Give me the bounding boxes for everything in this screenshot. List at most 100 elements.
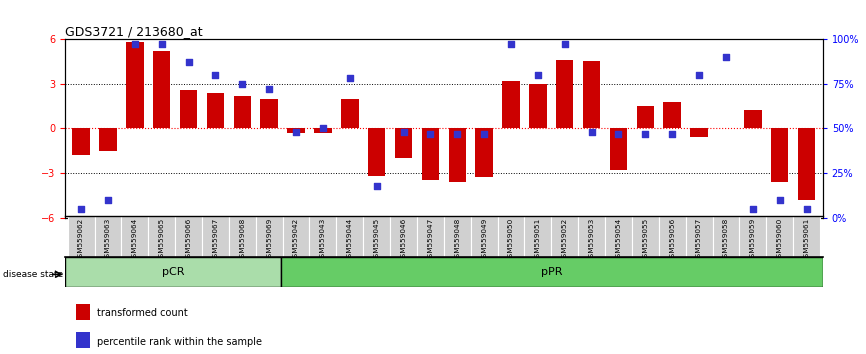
FancyBboxPatch shape xyxy=(578,216,605,257)
Point xyxy=(316,126,330,131)
Bar xyxy=(475,129,493,177)
FancyBboxPatch shape xyxy=(525,216,552,257)
Point xyxy=(799,206,813,212)
Text: GSM559045: GSM559045 xyxy=(373,218,379,262)
Text: GSM559052: GSM559052 xyxy=(562,218,568,262)
FancyBboxPatch shape xyxy=(417,216,443,257)
Bar xyxy=(368,129,385,176)
Point xyxy=(101,197,115,202)
Bar xyxy=(314,129,332,133)
Bar xyxy=(556,60,573,129)
Text: GSM559053: GSM559053 xyxy=(589,218,595,262)
Text: GSM559058: GSM559058 xyxy=(723,218,729,262)
Point xyxy=(209,72,223,78)
Bar xyxy=(663,102,681,129)
Point xyxy=(638,131,652,137)
FancyBboxPatch shape xyxy=(766,216,793,257)
Point xyxy=(665,131,679,137)
FancyBboxPatch shape xyxy=(363,216,390,257)
Text: pCR: pCR xyxy=(162,267,184,277)
Bar xyxy=(180,90,197,129)
Point xyxy=(74,206,88,212)
Text: GSM559063: GSM559063 xyxy=(105,218,111,262)
Bar xyxy=(422,129,439,181)
FancyBboxPatch shape xyxy=(282,216,309,257)
Text: GSM559057: GSM559057 xyxy=(696,218,702,262)
Text: GSM559046: GSM559046 xyxy=(400,218,406,262)
Text: GSM559044: GSM559044 xyxy=(346,218,352,262)
Bar xyxy=(690,129,708,137)
FancyBboxPatch shape xyxy=(686,216,713,257)
Bar xyxy=(610,129,627,170)
Point xyxy=(343,75,357,81)
Point xyxy=(772,197,786,202)
Text: pPR: pPR xyxy=(541,267,563,277)
Bar xyxy=(234,96,251,129)
FancyBboxPatch shape xyxy=(659,216,686,257)
Point xyxy=(531,72,545,78)
Bar xyxy=(153,51,171,129)
Point xyxy=(477,131,491,137)
Bar xyxy=(100,129,117,151)
Point xyxy=(370,183,384,188)
Text: GSM559065: GSM559065 xyxy=(158,218,165,262)
Text: GSM559069: GSM559069 xyxy=(266,218,272,262)
Bar xyxy=(65,257,281,287)
Bar xyxy=(261,98,278,129)
Point xyxy=(423,131,437,137)
Text: GSM559049: GSM559049 xyxy=(481,218,488,262)
Text: GSM559066: GSM559066 xyxy=(185,218,191,262)
Point xyxy=(719,54,733,60)
Text: disease state: disease state xyxy=(3,270,63,279)
Point xyxy=(504,41,518,47)
Point xyxy=(585,129,598,135)
Text: GSM559050: GSM559050 xyxy=(508,218,514,262)
Text: GSM559042: GSM559042 xyxy=(293,218,299,262)
Point xyxy=(182,59,196,65)
Text: GSM559056: GSM559056 xyxy=(669,218,675,262)
Text: GSM559062: GSM559062 xyxy=(78,218,84,262)
Text: percentile rank within the sample: percentile rank within the sample xyxy=(97,337,262,347)
Text: GSM559067: GSM559067 xyxy=(212,218,218,262)
Point xyxy=(397,129,410,135)
Bar xyxy=(798,129,815,200)
FancyBboxPatch shape xyxy=(632,216,659,257)
FancyBboxPatch shape xyxy=(229,216,255,257)
Bar xyxy=(76,304,89,320)
Text: GSM559059: GSM559059 xyxy=(750,218,756,262)
Point xyxy=(450,131,464,137)
Bar xyxy=(449,129,466,182)
FancyBboxPatch shape xyxy=(605,216,632,257)
Point xyxy=(262,86,276,92)
Point xyxy=(692,72,706,78)
Point xyxy=(289,129,303,135)
Text: GSM559055: GSM559055 xyxy=(643,218,649,262)
FancyBboxPatch shape xyxy=(148,216,175,257)
Text: GSM559047: GSM559047 xyxy=(428,218,433,262)
FancyBboxPatch shape xyxy=(713,216,740,257)
Bar xyxy=(395,129,412,158)
Text: transformed count: transformed count xyxy=(97,308,188,318)
Text: GSM559068: GSM559068 xyxy=(239,218,245,262)
FancyBboxPatch shape xyxy=(793,216,820,257)
FancyBboxPatch shape xyxy=(175,216,202,257)
Text: GSM559064: GSM559064 xyxy=(132,218,138,262)
Bar xyxy=(637,106,654,129)
Point xyxy=(155,41,169,47)
FancyBboxPatch shape xyxy=(121,216,148,257)
Point xyxy=(128,41,142,47)
Bar xyxy=(744,110,761,129)
FancyBboxPatch shape xyxy=(498,216,525,257)
Text: GSM559061: GSM559061 xyxy=(804,218,810,262)
Text: GSM559043: GSM559043 xyxy=(320,218,326,262)
FancyBboxPatch shape xyxy=(740,216,766,257)
Text: GDS3721 / 213680_at: GDS3721 / 213680_at xyxy=(65,25,203,38)
Bar xyxy=(529,84,546,129)
FancyBboxPatch shape xyxy=(94,216,121,257)
FancyBboxPatch shape xyxy=(336,216,363,257)
FancyBboxPatch shape xyxy=(255,216,282,257)
FancyBboxPatch shape xyxy=(68,216,94,257)
Bar xyxy=(771,129,788,182)
Text: GSM559048: GSM559048 xyxy=(455,218,460,262)
FancyBboxPatch shape xyxy=(309,216,336,257)
